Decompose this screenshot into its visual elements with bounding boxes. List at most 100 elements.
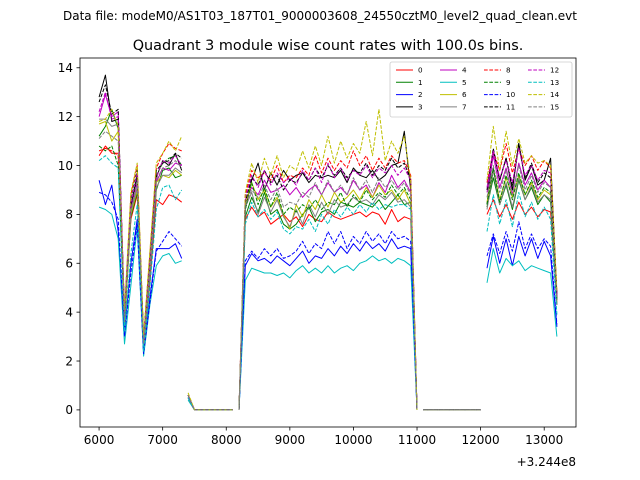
series-9-line-2: [238, 182, 418, 410]
series-12: [98, 91, 558, 411]
series-5-line-1: [187, 399, 233, 411]
series-11-line-1: [187, 395, 233, 411]
series-15-line-1: [187, 395, 233, 411]
series-14-line-4: [486, 125, 558, 291]
x-tick-label: 12000: [462, 433, 500, 447]
series-12-line-2: [238, 162, 418, 410]
x-tick-label: 6000: [84, 433, 115, 447]
plot-frame: [79, 57, 577, 428]
series-3-line-1: [187, 395, 233, 411]
legend-label-12: 12: [550, 66, 559, 75]
series-1-line-0: [98, 108, 182, 352]
x-tick-label: 10000: [334, 433, 372, 447]
series-4-line-1: [187, 395, 233, 411]
series-11-line-0: [98, 84, 183, 342]
series-6-line-2: [238, 182, 418, 410]
series-10-line-4: [486, 221, 558, 325]
legend-label-7: 7: [462, 103, 467, 112]
series-5-line-4: [486, 248, 558, 337]
series-10-line-1: [187, 397, 233, 411]
series-4-line-2: [238, 174, 418, 410]
series-1-line-1: [187, 397, 233, 411]
legend-label-13: 13: [550, 78, 559, 87]
series-1-line-2: [238, 191, 418, 410]
y-tick-label: 8: [65, 208, 73, 222]
series-4-line-4: [486, 155, 558, 300]
series-5-line-0: [98, 206, 182, 357]
series-13-line-0: [98, 155, 183, 352]
series-7-line-4: [486, 169, 558, 305]
legend-label-6: 6: [462, 90, 467, 99]
series-4: [98, 94, 558, 411]
legend-box: [389, 61, 573, 118]
series-6-line-0: [98, 121, 183, 350]
x-offset-label: +3.244e8: [517, 455, 576, 469]
y-tick-label: 12: [58, 110, 73, 124]
series-8-line-1: [187, 395, 233, 411]
series-2-line-4: [486, 235, 558, 327]
series-7-line-1: [187, 397, 233, 411]
y-tick-label: 0: [65, 403, 73, 417]
legend-label-2: 2: [418, 90, 423, 99]
x-tick-label: 9000: [275, 433, 306, 447]
x-tick-label: 13000: [525, 433, 563, 447]
legend-label-15: 15: [550, 103, 559, 112]
series-10-line-2: [238, 231, 418, 410]
series-15-line-4: [486, 165, 558, 300]
series-8-line-4: [486, 143, 558, 293]
series-13-line-1: [187, 397, 233, 411]
series-12-line-4: [486, 147, 558, 296]
series-6-line-1: [187, 397, 233, 411]
series-9-line-4: [486, 167, 558, 300]
legend-label-4: 4: [462, 66, 467, 75]
y-tick-label: 6: [65, 257, 73, 271]
series-4-line-0: [98, 94, 182, 345]
legend-label-3: 3: [418, 103, 423, 112]
series-3: [98, 74, 558, 411]
legend-label-11: 11: [506, 103, 515, 112]
series-13-line-2: [238, 201, 418, 410]
x-tick-label: 11000: [398, 433, 436, 447]
axes-layer: 6000 7000 8000 9000 10000 11000 12000 13000 0 2 4 6…: [58, 57, 577, 469]
series-14-line-2: [238, 108, 418, 410]
chart-title: Quadrant 3 module wise count rates with …: [133, 38, 524, 54]
series-8-line-2: [238, 150, 418, 410]
legend-label-9: 9: [506, 78, 511, 87]
x-tick-label: 7000: [147, 433, 178, 447]
series-15-line-0: [98, 130, 183, 345]
y-tick-label: 10: [58, 159, 73, 173]
legend-label-5: 5: [462, 78, 467, 87]
y-tick-label: 4: [65, 305, 73, 319]
series-10-line-0: [98, 191, 183, 355]
x-tick-label: 8000: [211, 433, 242, 447]
series-12-line-1: [187, 395, 233, 411]
series-9-line-1: [187, 395, 233, 411]
legend-label-8: 8: [506, 66, 511, 75]
series-11: [98, 84, 558, 411]
legend-label-1: 1: [418, 78, 423, 87]
legend-label-0: 0: [418, 66, 423, 75]
legend-label-14: 14: [550, 90, 560, 99]
chart-suptitle: Data file: modeM0/AS1T03_187T01_90000036…: [63, 9, 577, 23]
series-14-line-0: [98, 108, 183, 338]
series-5-line-2: [238, 255, 418, 410]
series-0-line-1: [187, 397, 233, 411]
series-13-line-4: [486, 191, 558, 315]
series-0-line-4: [486, 199, 558, 300]
legend-label-10: 10: [506, 90, 516, 99]
y-tick-label: 2: [65, 354, 73, 368]
series-8-line-0: [98, 143, 182, 338]
series-0-line-2: [238, 206, 418, 410]
series-2-line-1: [187, 397, 233, 411]
series-2-line-2: [238, 238, 418, 410]
series-11-line-4: [486, 143, 558, 296]
series-15: [98, 130, 558, 411]
series-layer: [98, 74, 558, 411]
series-12-line-0: [98, 91, 183, 342]
series-7-line-2: [238, 191, 418, 410]
series-15-line-2: [238, 177, 418, 410]
series-14-line-1: [187, 392, 233, 411]
series-11-line-2: [238, 157, 418, 410]
